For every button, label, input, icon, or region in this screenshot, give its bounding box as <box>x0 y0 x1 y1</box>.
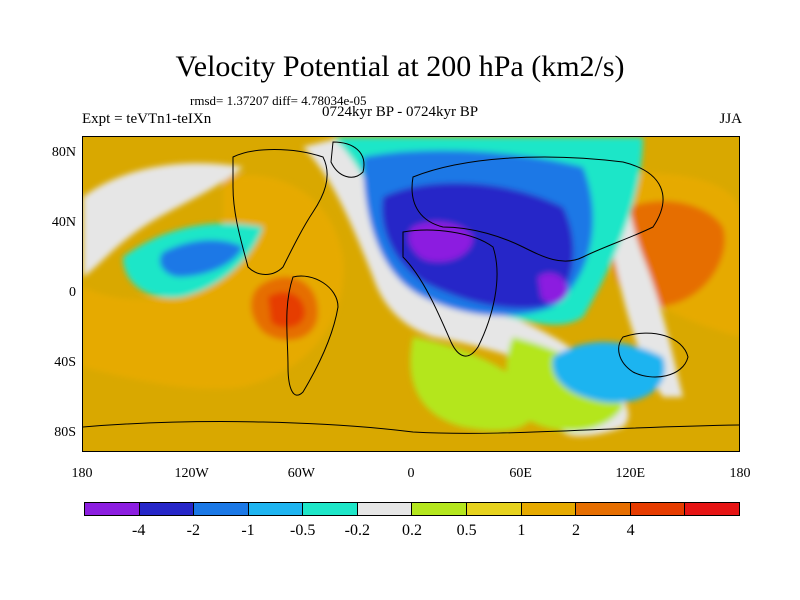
lon-tick-label: 120W <box>174 466 209 481</box>
eurasia-coast <box>411 156 664 262</box>
lon-tick-label: 180 <box>71 466 93 481</box>
negative-core-sahara <box>382 183 574 309</box>
colorbar-label: -4 <box>131 522 146 539</box>
south-america-coast <box>286 275 339 396</box>
colorbar-swatch <box>576 503 631 515</box>
colorbar-swatch <box>357 503 413 515</box>
lat-tick-label: 0 <box>69 285 76 300</box>
negative-peak-indian-ocean <box>538 272 568 304</box>
lon-tick-label: 60W <box>287 466 315 481</box>
colorbar-swatch <box>85 503 140 515</box>
greenland-coast <box>330 141 365 178</box>
colorbar-swatch <box>139 503 195 515</box>
plot-title: Velocity Potential at 200 hPa (km2/s) <box>175 50 625 83</box>
colorbar-swatch <box>467 503 522 515</box>
negative-peak-north-africa <box>408 221 473 262</box>
season-label: JJA <box>719 111 742 127</box>
velocity-potential-map <box>83 137 739 437</box>
colorbar-label: -2 <box>186 522 200 539</box>
antarctica-coast <box>83 421 739 434</box>
lat-tick-label: 40S <box>54 355 76 371</box>
period-label: 0724kyr BP - 0724kyr BP <box>322 104 479 120</box>
colorbar-label: -1 <box>241 522 255 539</box>
lat-tick-label: 40N <box>51 214 76 230</box>
map-panel <box>82 136 740 452</box>
colorbar-label: -0.2 <box>344 522 370 539</box>
lon-tick-label: 0 <box>407 466 415 481</box>
positive-peak-south-america <box>268 292 305 328</box>
negative-region-indian-ocean <box>552 342 665 403</box>
colorbar-swatch <box>248 503 304 515</box>
neutral-band-pacific <box>83 163 243 277</box>
australia-coast <box>618 332 689 378</box>
colorbar-swatch <box>521 503 577 515</box>
lon-tick-label: 60E <box>509 466 532 481</box>
stats-label: rmsd= 1.37207 diff= 4.78034e-05 <box>190 93 367 108</box>
colorbar-swatch <box>412 503 468 515</box>
colorbar-swatch <box>630 503 686 515</box>
experiment-label: Expt = teVTn1-teIXn <box>82 111 212 127</box>
coastlines <box>83 141 739 434</box>
colorbar-label: -0.5 <box>289 522 316 539</box>
negative-core-east-pacific <box>159 240 243 277</box>
colorbar-label: 0.5 <box>456 522 477 539</box>
north-america-coast <box>232 149 328 275</box>
africa-coast <box>402 229 498 357</box>
colorbar-label: 0.2 <box>402 522 422 539</box>
colorbar-swatch <box>303 503 358 515</box>
colorbar-label: 2 <box>572 522 580 539</box>
colorbar-label: 4 <box>626 522 635 539</box>
colorbar-label: 1 <box>517 522 526 539</box>
colorbar-swatch <box>194 503 249 515</box>
weak-positive-south-atlantic <box>410 337 535 431</box>
lon-tick-label: 180 <box>729 466 751 481</box>
colorbar-swatch <box>685 503 739 515</box>
lat-tick-label: 80N <box>51 144 76 160</box>
lon-tick-label: 120E <box>615 466 646 481</box>
colorbar <box>84 502 740 516</box>
lat-tick-label: 80S <box>54 425 76 441</box>
